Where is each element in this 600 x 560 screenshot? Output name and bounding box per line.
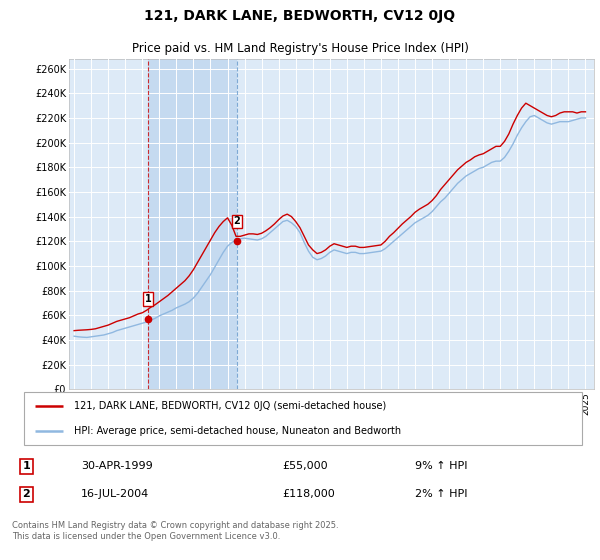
Text: Contains HM Land Registry data © Crown copyright and database right 2025.
This d: Contains HM Land Registry data © Crown c…	[12, 521, 338, 541]
Text: 1: 1	[145, 294, 151, 304]
Text: Price paid vs. HM Land Registry's House Price Index (HPI): Price paid vs. HM Land Registry's House …	[131, 41, 469, 55]
Text: 16-JUL-2004: 16-JUL-2004	[81, 489, 149, 499]
Text: £55,000: £55,000	[283, 461, 328, 472]
Text: 1: 1	[23, 461, 30, 472]
Text: HPI: Average price, semi-detached house, Nuneaton and Bedworth: HPI: Average price, semi-detached house,…	[74, 426, 401, 436]
Text: 121, DARK LANE, BEDWORTH, CV12 0JQ (semi-detached house): 121, DARK LANE, BEDWORTH, CV12 0JQ (semi…	[74, 402, 386, 412]
Text: 2: 2	[23, 489, 30, 499]
Text: 121, DARK LANE, BEDWORTH, CV12 0JQ: 121, DARK LANE, BEDWORTH, CV12 0JQ	[145, 10, 455, 24]
Text: 2% ↑ HPI: 2% ↑ HPI	[415, 489, 468, 499]
Text: 2: 2	[233, 217, 240, 226]
Bar	[148, 59, 237, 389]
Text: 30-APR-1999: 30-APR-1999	[81, 461, 153, 472]
Text: 9% ↑ HPI: 9% ↑ HPI	[415, 461, 468, 472]
Text: £118,000: £118,000	[283, 489, 335, 499]
FancyBboxPatch shape	[24, 392, 582, 445]
